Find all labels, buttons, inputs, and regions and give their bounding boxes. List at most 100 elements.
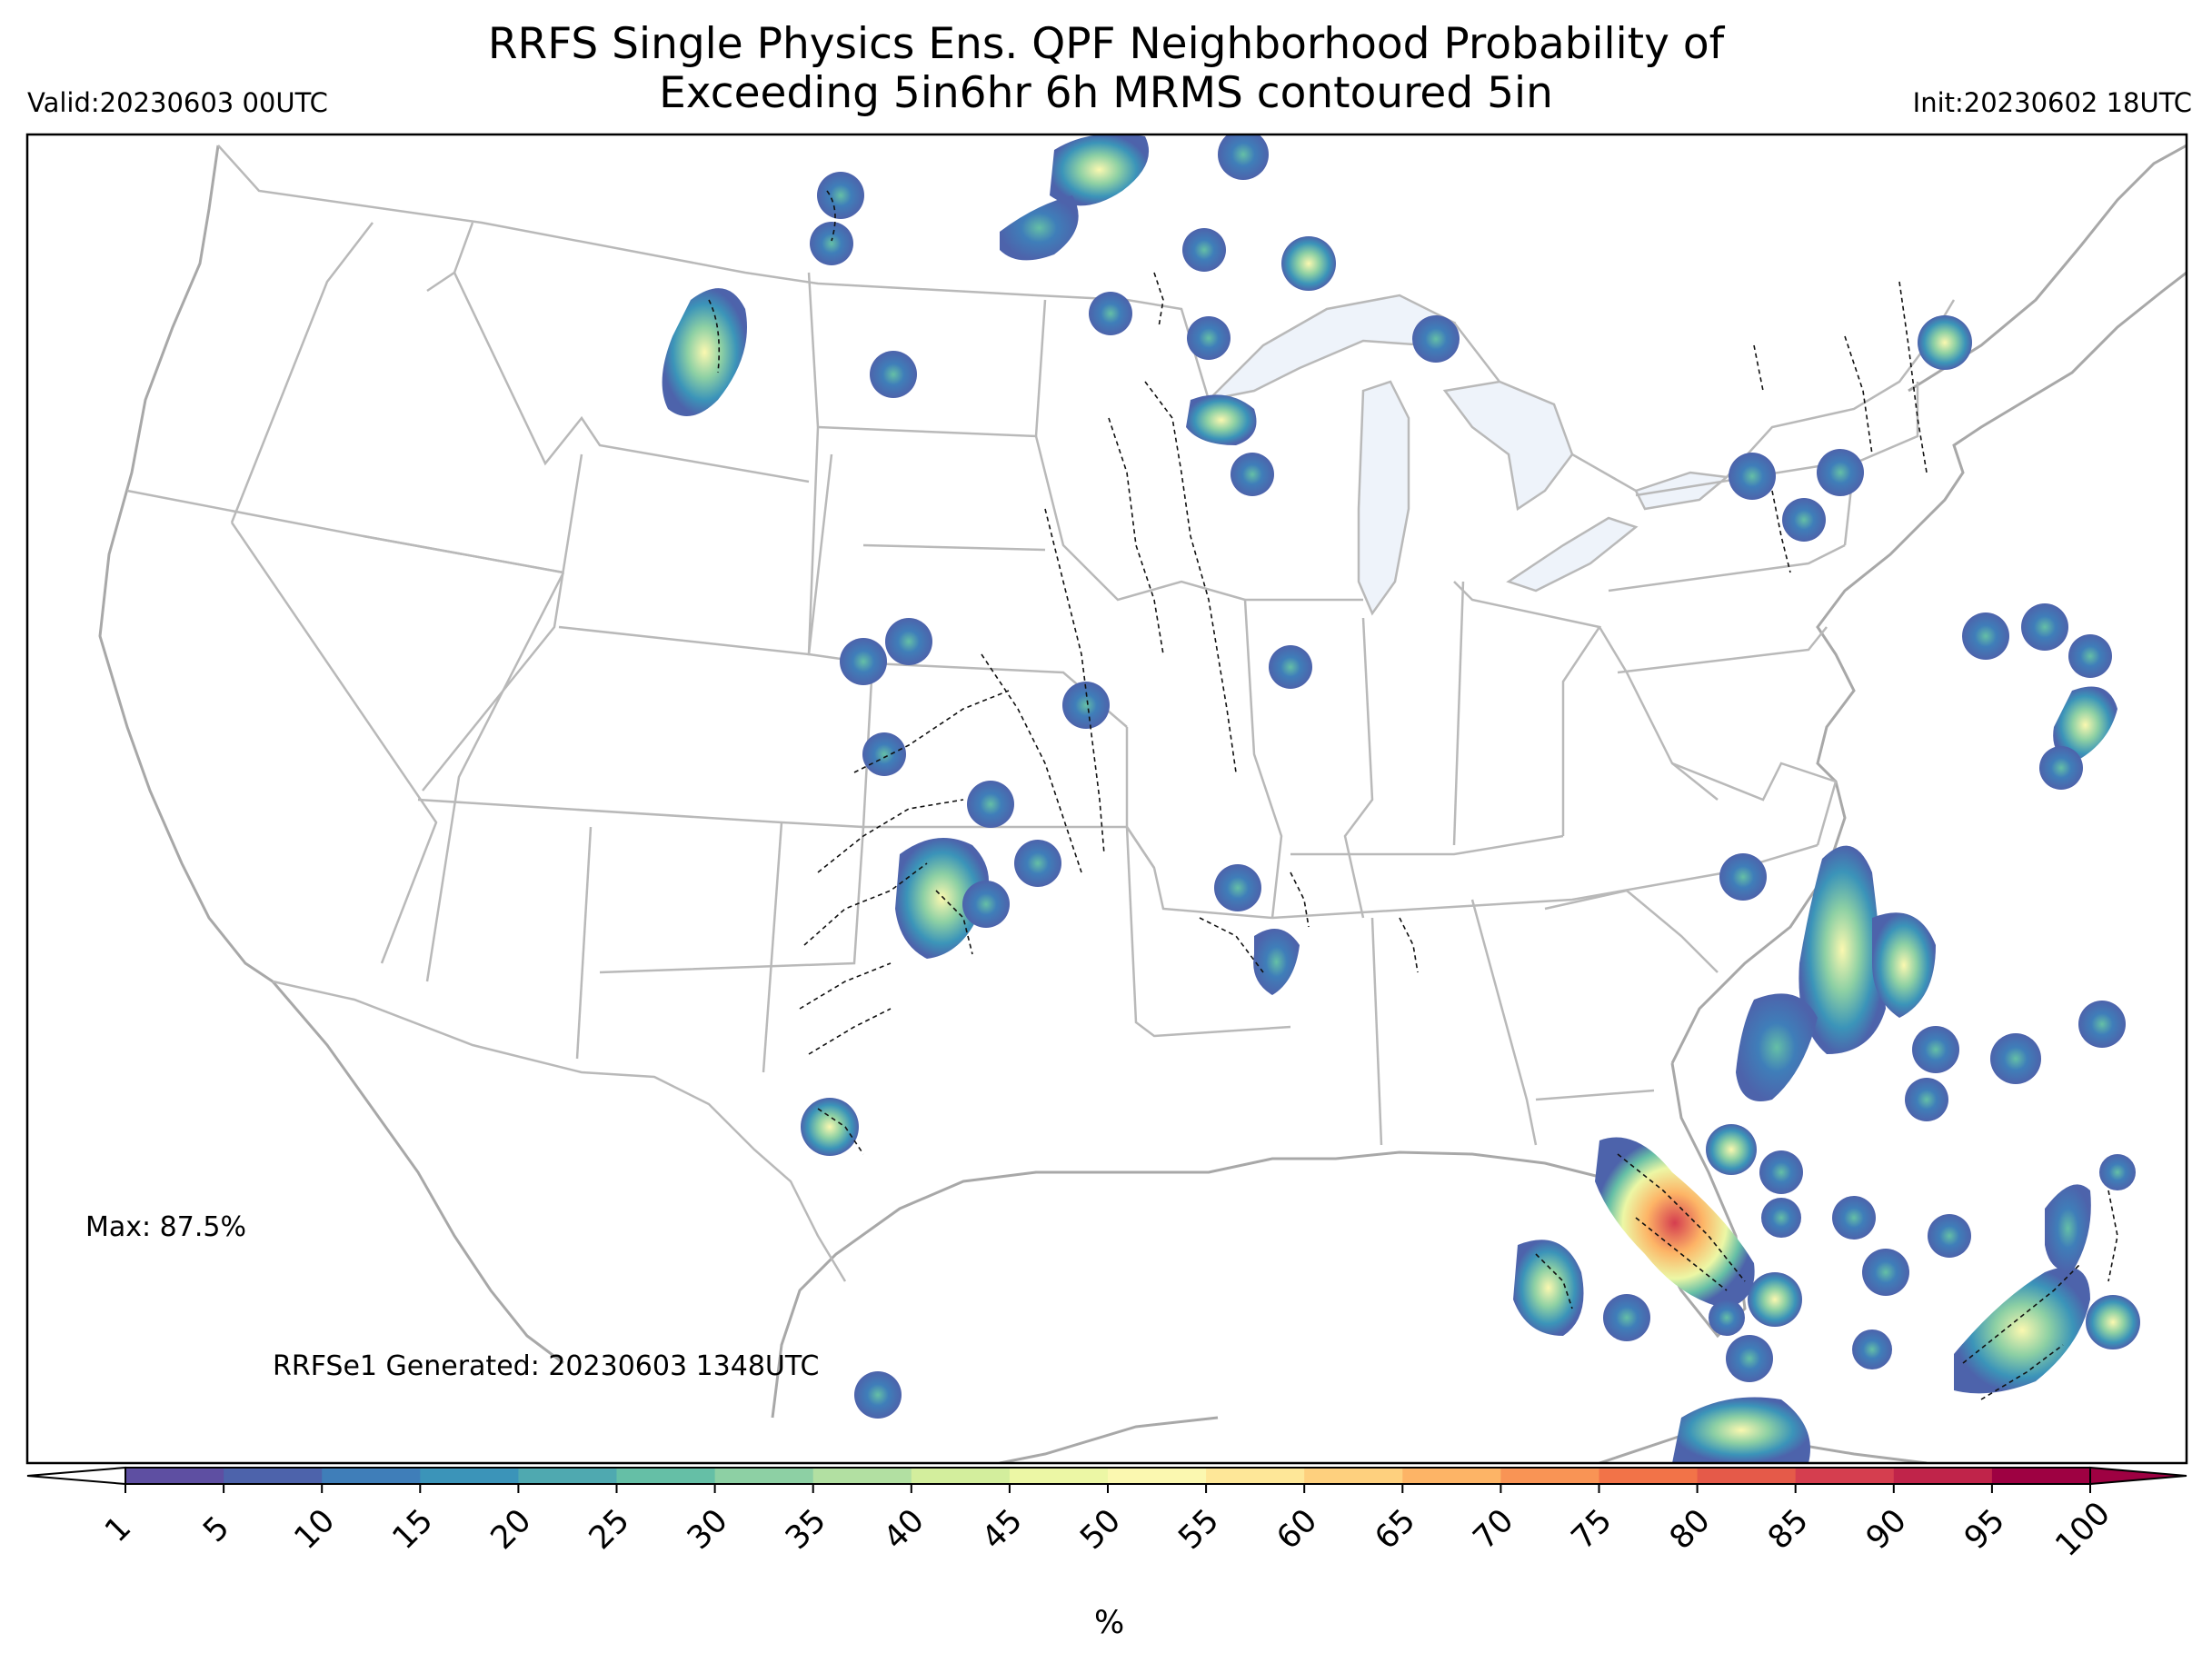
blob [962,881,1010,928]
blob-atlantic-nc-2 [1872,912,1936,1018]
colorbar-segment [1893,1468,1993,1484]
blob-gulf-west [1513,1240,1584,1336]
colorbar-tick-label: 50 [1073,1502,1128,1557]
baja-coast [271,981,564,1365]
blob [1852,1329,1892,1369]
colorbar-tick-label: 30 [681,1502,735,1557]
chart-title: RRFS Single Physics Ens. QPF Neighborhoo… [0,20,2212,118]
blob [1748,1272,1802,1327]
colorbar-tick-label: 40 [877,1502,932,1557]
blob-atlantic-nc [1798,845,1886,1054]
bahamas-blobs [1954,1154,2140,1394]
blob [1214,864,1261,911]
blob [1062,682,1110,729]
blob-canada [1050,134,1149,206]
title-line-1: RRFS Single Physics Ens. QPF Neighborhoo… [487,19,1725,69]
canada-border [217,144,1211,401]
colorbar: 1 5 10 15 20 25 30 35 40 45 50 55 60 65 70 75 80 85 90 95 10… [26,1466,2187,1564]
colorbar-segment [1991,1468,2091,1484]
title-line-2: Exceeding 5in6hr 6h MRMS contoured 5in [659,68,1553,118]
blob [2068,634,2112,678]
blob [1706,1124,1757,1175]
blob [817,172,864,219]
colorbar-tick-label: 1 [98,1509,138,1549]
blob [870,351,917,398]
colorbar-segment [812,1468,912,1484]
lake-michigan [1357,380,1410,616]
colorbar-segment [322,1468,421,1484]
blob-atlantic-sc [1736,993,1818,1101]
lake-huron [1442,380,1574,512]
colorbar-tick-label: 85 [1761,1502,1816,1557]
mexico-coast-south [999,1416,1219,1463]
north-blobs [1000,134,1460,995]
colorbar-ticks: 1 5 10 15 20 25 30 35 40 45 50 55 60 65 70 75 80 85 90 95 10… [98,1484,2117,1564]
colorbar-tick-label: 80 [1663,1502,1718,1557]
colorbar-tick-label: 15 [386,1502,441,1557]
probability-blobs [662,134,2140,1463]
colorbar-tick-label: 5 [196,1509,236,1549]
great-lakes [1205,294,1730,616]
blob-bahamas [1954,1267,2090,1394]
lake-ontario [1634,471,1730,511]
colorbar-segment [1697,1468,1797,1484]
lake-erie [1506,516,1639,593]
mrms-contours [708,190,2118,1400]
blob [2086,1295,2140,1349]
blob [801,1098,859,1156]
colorbar-tick-label: 25 [583,1502,637,1557]
blob-minnesota [1186,394,1257,445]
colorbar-segment [224,1468,323,1484]
blob [862,732,906,776]
colorbar-tick-label: 35 [779,1502,833,1557]
blob-gulf-south [1672,1397,1810,1463]
blob [1412,315,1460,363]
colorbar-segment [911,1468,1011,1484]
blob [1269,645,1312,689]
colorbar-under-arrow [26,1466,126,1486]
blob [1918,315,1972,370]
colorbar-unit-label: % [1094,1605,1125,1641]
colorbar-segment [1108,1468,1207,1484]
colorbar-segment [1795,1468,1895,1484]
colorbar-tick-label: 65 [1369,1502,1423,1557]
blob [2099,1154,2136,1190]
blob [1231,453,1274,496]
blob-canada-2 [1000,195,1079,261]
colorbar-tick-label: 20 [484,1502,539,1557]
colorbar-tick-label: 95 [1958,1502,2012,1557]
blob-gulf-max [1595,1137,1755,1309]
blob [1726,1335,1773,1382]
blob [1089,292,1132,335]
blob [967,781,1014,828]
state-boundaries [126,144,1956,1282]
colorbar-segment [420,1468,519,1484]
blob [1281,236,1336,291]
max-value-label: Max: 87.5% [85,1211,246,1243]
gulf-coast [771,1062,1747,1419]
canada-east-coast [1908,144,2187,393]
colorbar-segment [1304,1468,1403,1484]
colorbar-segment [518,1468,617,1484]
valid-time-label: Valid:20230603 00UTC [27,87,328,118]
blob [2039,746,2083,790]
blob [854,1371,902,1419]
colorbar-tick-label: 55 [1171,1502,1226,1557]
blob [1832,1196,1876,1240]
colorbar-segment [616,1468,716,1484]
blob-bahamas-2 [2045,1184,2091,1272]
colorbar-tick-label: 10 [288,1502,343,1557]
blob [1218,134,1269,180]
blob [810,222,853,265]
colorbar-segment [714,1468,814,1484]
mexico-border [272,980,847,1282]
blob [885,618,932,665]
blob [1014,840,1061,887]
blob [1928,1214,1971,1258]
blob [1187,316,1231,360]
init-time-label: Init:20230602 18UTC [1912,87,2192,118]
blob-arkansas [1253,929,1300,995]
colorbar-tick-label: 70 [1467,1502,1521,1557]
blob [1761,1198,1801,1238]
